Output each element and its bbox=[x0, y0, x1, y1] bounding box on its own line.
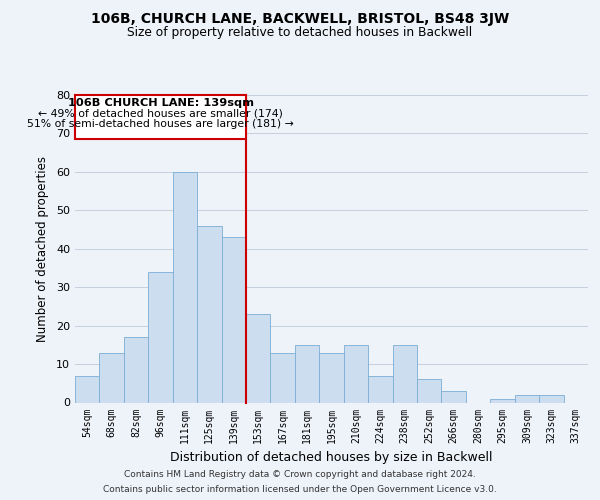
Bar bbox=[368, 376, 392, 402]
Bar bbox=[319, 352, 344, 403]
Bar bbox=[417, 380, 442, 402]
Bar bbox=[124, 337, 148, 402]
Text: 51% of semi-detached houses are larger (181) →: 51% of semi-detached houses are larger (… bbox=[27, 119, 294, 129]
Bar bbox=[515, 395, 539, 402]
Text: Size of property relative to detached houses in Backwell: Size of property relative to detached ho… bbox=[127, 26, 473, 39]
Bar bbox=[271, 352, 295, 403]
Text: Contains public sector information licensed under the Open Government Licence v3: Contains public sector information licen… bbox=[103, 485, 497, 494]
Text: ← 49% of detached houses are smaller (174): ← 49% of detached houses are smaller (17… bbox=[38, 108, 283, 118]
Bar bbox=[490, 398, 515, 402]
Bar bbox=[173, 172, 197, 402]
Bar bbox=[539, 395, 563, 402]
Bar bbox=[392, 345, 417, 403]
Bar bbox=[442, 391, 466, 402]
Bar bbox=[221, 237, 246, 402]
Bar bbox=[100, 352, 124, 403]
Bar bbox=[148, 272, 173, 402]
Bar bbox=[295, 345, 319, 403]
X-axis label: Distribution of detached houses by size in Backwell: Distribution of detached houses by size … bbox=[170, 451, 493, 464]
Text: 106B CHURCH LANE: 139sqm: 106B CHURCH LANE: 139sqm bbox=[67, 98, 254, 108]
Bar bbox=[344, 345, 368, 403]
Bar bbox=[246, 314, 271, 402]
Text: 106B, CHURCH LANE, BACKWELL, BRISTOL, BS48 3JW: 106B, CHURCH LANE, BACKWELL, BRISTOL, BS… bbox=[91, 12, 509, 26]
Bar bbox=[75, 376, 100, 402]
Y-axis label: Number of detached properties: Number of detached properties bbox=[36, 156, 49, 342]
FancyBboxPatch shape bbox=[75, 95, 246, 139]
Text: Contains HM Land Registry data © Crown copyright and database right 2024.: Contains HM Land Registry data © Crown c… bbox=[124, 470, 476, 479]
Bar bbox=[197, 226, 221, 402]
